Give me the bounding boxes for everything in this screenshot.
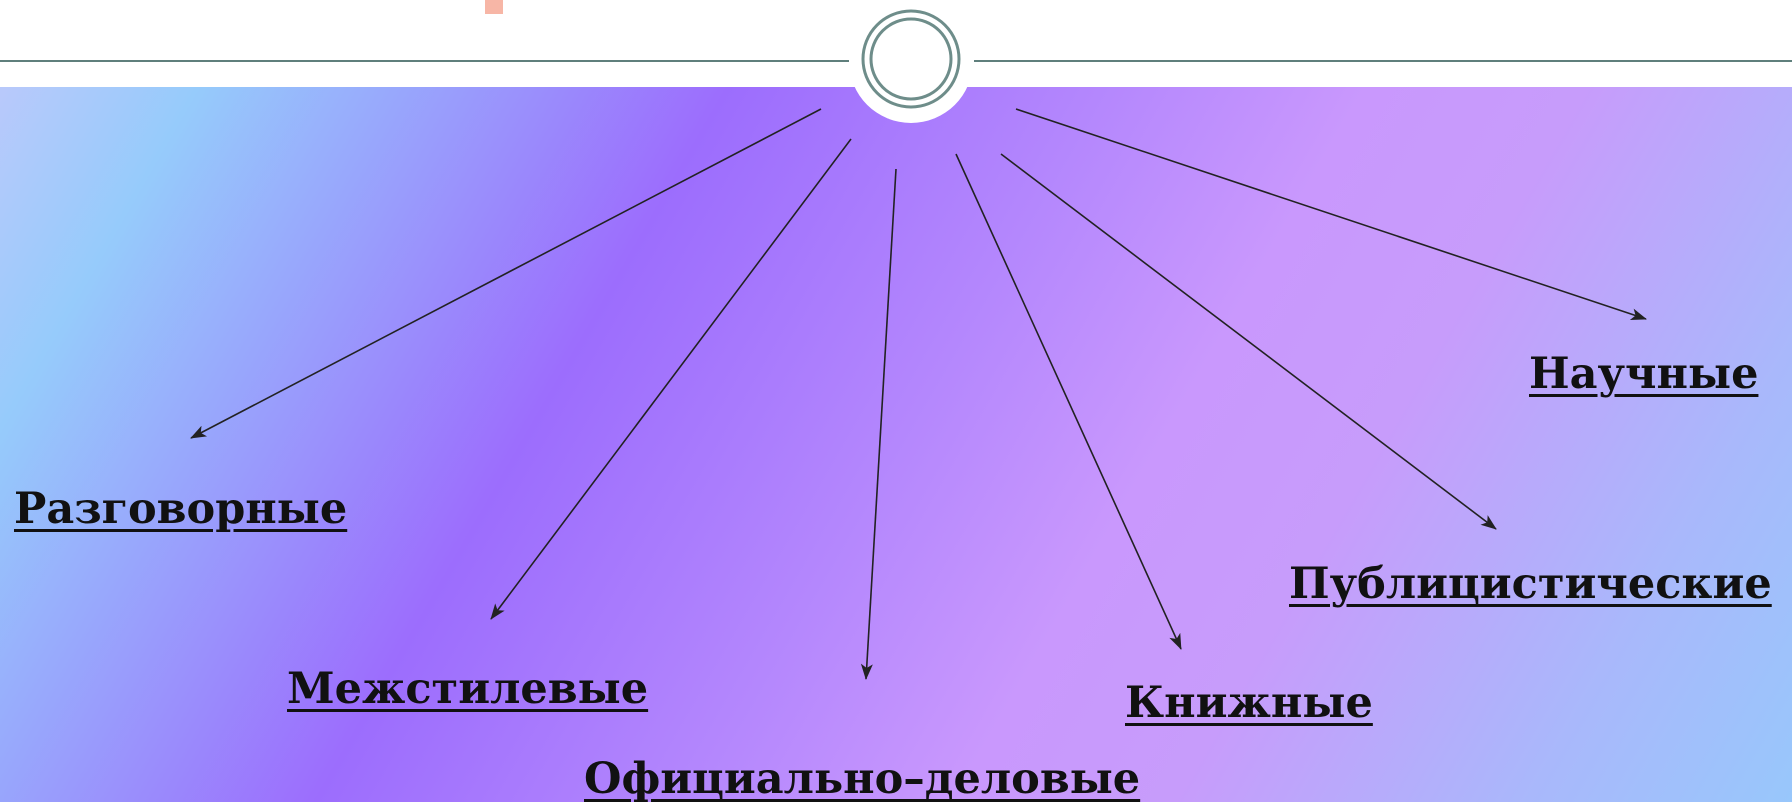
- label-knizhnye: Книжные: [1125, 678, 1373, 728]
- hub-circle-icon: [849, 0, 973, 123]
- arrow-publicisticheskie: [1000, 153, 1497, 530]
- diagram-panel: [0, 87, 1792, 802]
- arrow-oficialno-delovye: [860, 168, 897, 680]
- label-oficialno-delovye: Официально–деловые: [584, 754, 1141, 804]
- arrow-knizhnye: [955, 153, 1182, 650]
- label-nauchnye: Научные: [1529, 349, 1759, 399]
- accent-block: [485, 0, 503, 14]
- arrow-nauchnye: [1015, 108, 1647, 320]
- arrow-razgovornye: [190, 108, 822, 439]
- label-publicisticheskie: Публицистические: [1289, 559, 1772, 609]
- label-razgovornye: Разговорные: [14, 484, 348, 534]
- label-mezhstilevye: Межстилевые: [287, 664, 649, 714]
- arrow-mezhstilevye: [490, 138, 852, 620]
